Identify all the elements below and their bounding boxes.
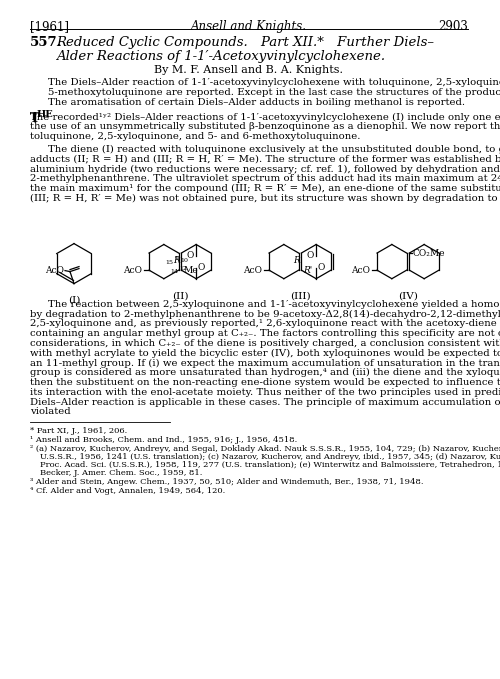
Text: R: R	[174, 256, 180, 265]
Text: 12: 12	[179, 265, 187, 271]
Text: (II): (II)	[172, 292, 188, 301]
Text: 14: 14	[170, 269, 178, 274]
Text: containing an angular methyl group at C₊₂₋. The factors controlling this specifi: containing an angular methyl group at C₊…	[30, 329, 500, 338]
Text: toluquinone, 2,5-xyloquinone, and 5- and 6-methoxytoluquinone.: toluquinone, 2,5-xyloquinone, and 5- and…	[30, 132, 360, 141]
Text: AcO: AcO	[243, 265, 262, 274]
Text: violated: violated	[30, 407, 70, 416]
Text: an 11-methyl group. If (i) we expect the maximum accumulation of unsaturation in: an 11-methyl group. If (i) we expect the…	[30, 359, 500, 367]
Text: Proc. Acad. Sci. (U.S.S.R.), 1958, 119, 277 (U.S. translation); (e) Winterwitz a: Proc. Acad. Sci. (U.S.S.R.), 1958, 119, …	[40, 461, 500, 469]
Text: CO₂Me: CO₂Me	[412, 249, 445, 257]
Text: Diels–Alder reaction is applicable in these cases. The principle of maximum accu: Diels–Alder reaction is applicable in th…	[30, 398, 500, 407]
Text: O: O	[317, 263, 324, 272]
Text: The Diels–Alder reaction of 1-1′-acetoxyvinylcyclohexene with toluquinone, 2,5-x: The Diels–Alder reaction of 1-1′-acetoxy…	[48, 78, 500, 87]
Text: R: R	[294, 256, 300, 265]
Text: considerations, in which C₊₂₋ of the diene is positively charged, a conclusion c: considerations, in which C₊₂₋ of the die…	[30, 339, 500, 348]
Text: 557.: 557.	[30, 36, 62, 49]
Text: AcO: AcO	[351, 265, 370, 274]
Text: O: O	[197, 263, 204, 272]
Text: O: O	[187, 251, 194, 260]
Text: the main maximum¹ for the compound (III; R = R′ = Me), an ene-dione of the same : the main maximum¹ for the compound (III;…	[30, 184, 500, 193]
Text: Reduced Cyclic Compounds. Part XII.* Further Diels–: Reduced Cyclic Compounds. Part XII.* Fur…	[56, 36, 434, 49]
Text: The recorded¹ʸ² Diels–Alder reactions of 1-1′-acetoxyvinylcyclohexene (I) includ: The recorded¹ʸ² Diels–Alder reactions of…	[30, 113, 500, 122]
Text: adducts (II; R = H) and (III; R = H, R′ = Me). The structure of the former was e: adducts (II; R = H) and (III; R = H, R′ …	[30, 155, 500, 164]
Text: 9: 9	[174, 256, 178, 261]
Text: [1961]: [1961]	[30, 20, 69, 33]
Text: (III): (III)	[290, 292, 310, 301]
Text: 15: 15	[166, 260, 173, 265]
Text: ³ Alder and Stein, Angew. Chem., 1937, 50, 510; Alder and Windemuth, Ber., 1938,: ³ Alder and Stein, Angew. Chem., 1937, 5…	[30, 478, 423, 486]
Text: (I): (I)	[68, 295, 80, 305]
Text: 10: 10	[180, 258, 188, 263]
Text: The aromatisation of certain Diels–Alder adducts in boiling methanol is reported: The aromatisation of certain Diels–Alder…	[48, 98, 465, 107]
Text: ⁴ Cf. Alder and Vogt, Annalen, 1949, 564, 120.: ⁴ Cf. Alder and Vogt, Annalen, 1949, 564…	[30, 488, 225, 495]
Text: ² (a) Nazarov, Kucherov, Andreyv, and Segal, Doklady Akad. Nauk S.S.S.R., 1955, : ² (a) Nazarov, Kucherov, Andreyv, and Se…	[30, 445, 500, 453]
Text: T: T	[30, 113, 40, 126]
Text: AcO: AcO	[123, 265, 142, 274]
Text: group is considered as more unsaturated than hydrogen,⁴ and (iii) the diene and : group is considered as more unsaturated …	[30, 368, 500, 378]
Text: HE: HE	[37, 111, 54, 120]
Text: Me: Me	[184, 265, 198, 274]
Text: 5-methoxytoluquinone are reported. Except in the last case the structures of the: 5-methoxytoluquinone are reported. Excep…	[48, 88, 500, 97]
Text: O: O	[307, 251, 314, 260]
Text: AcO: AcO	[45, 266, 64, 275]
Text: then the substituent on the non-reacting ene-dione system would be expected to i: then the substituent on the non-reacting…	[30, 378, 500, 387]
Text: The diene (I) reacted with toluquinone exclusively at the unsubstituted double b: The diene (I) reacted with toluquinone e…	[48, 145, 500, 154]
Text: by degradation to 2-methylphenanthrene to be 9-acetoxy-Δ2,8(14)-decahydro-2,12-d: by degradation to 2-methylphenanthrene t…	[30, 310, 500, 318]
Text: The reaction between 2,5-xyloquinone and 1-1′-acetoxyvinylcyclohexene yielded a : The reaction between 2,5-xyloquinone and…	[48, 299, 500, 308]
Text: with methyl acrylate to yield the bicyclic ester (IV), both xyloquinones would b: with methyl acrylate to yield the bicycl…	[30, 348, 500, 358]
Text: Alder Reactions of 1-1′-Acetoxyvinylcyclohexene.: Alder Reactions of 1-1′-Acetoxyvinylcycl…	[56, 50, 385, 63]
Text: * Part XI, J., 1961, 206.: * Part XI, J., 1961, 206.	[30, 427, 127, 435]
Text: ¹ Ansell and Brooks, Chem. and Ind., 1955, 916; J., 1956, 4518.: ¹ Ansell and Brooks, Chem. and Ind., 195…	[30, 436, 297, 444]
Text: U.S.S.R., 1956, 1241 (U.S. translation); (c) Nazarov, Kucherov, and Andreyv, ibi: U.S.S.R., 1956, 1241 (U.S. translation);…	[40, 453, 500, 461]
Text: the use of an unsymmetrically substituted β-benzoquinone as a dienophil. We now : the use of an unsymmetrically substitute…	[30, 122, 500, 131]
Text: Ansell and Knights.: Ansell and Knights.	[191, 20, 307, 33]
Text: aluminium hydride (two reductions were necessary; cf. ref. 1), followed by dehyd: aluminium hydride (two reductions were n…	[30, 164, 500, 174]
Text: (III; R = H, R′ = Me) was not obtained pure, but its structure was shown by degr: (III; R = H, R′ = Me) was not obtained p…	[30, 194, 500, 203]
Text: (IV): (IV)	[398, 292, 418, 301]
Text: By M. F. Ansell and B. A. Knights.: By M. F. Ansell and B. A. Knights.	[154, 65, 344, 75]
Text: 2-methylphenanthrene. The ultraviolet spectrum of this adduct had its main maxim: 2-methylphenanthrene. The ultraviolet sp…	[30, 175, 500, 183]
Text: its interaction with the enol-acetate moiety. Thus neither of the two principles: its interaction with the enol-acetate mo…	[30, 388, 500, 397]
Text: 2903: 2903	[438, 20, 468, 33]
Text: R': R'	[304, 265, 312, 274]
Text: Becker, J. Amer. Chem. Soc., 1959, 81.: Becker, J. Amer. Chem. Soc., 1959, 81.	[40, 469, 202, 477]
Text: 2,5-xyloquinone and, as previously reported,¹ 2,6-xyloquinone react with the ace: 2,5-xyloquinone and, as previously repor…	[30, 319, 500, 329]
